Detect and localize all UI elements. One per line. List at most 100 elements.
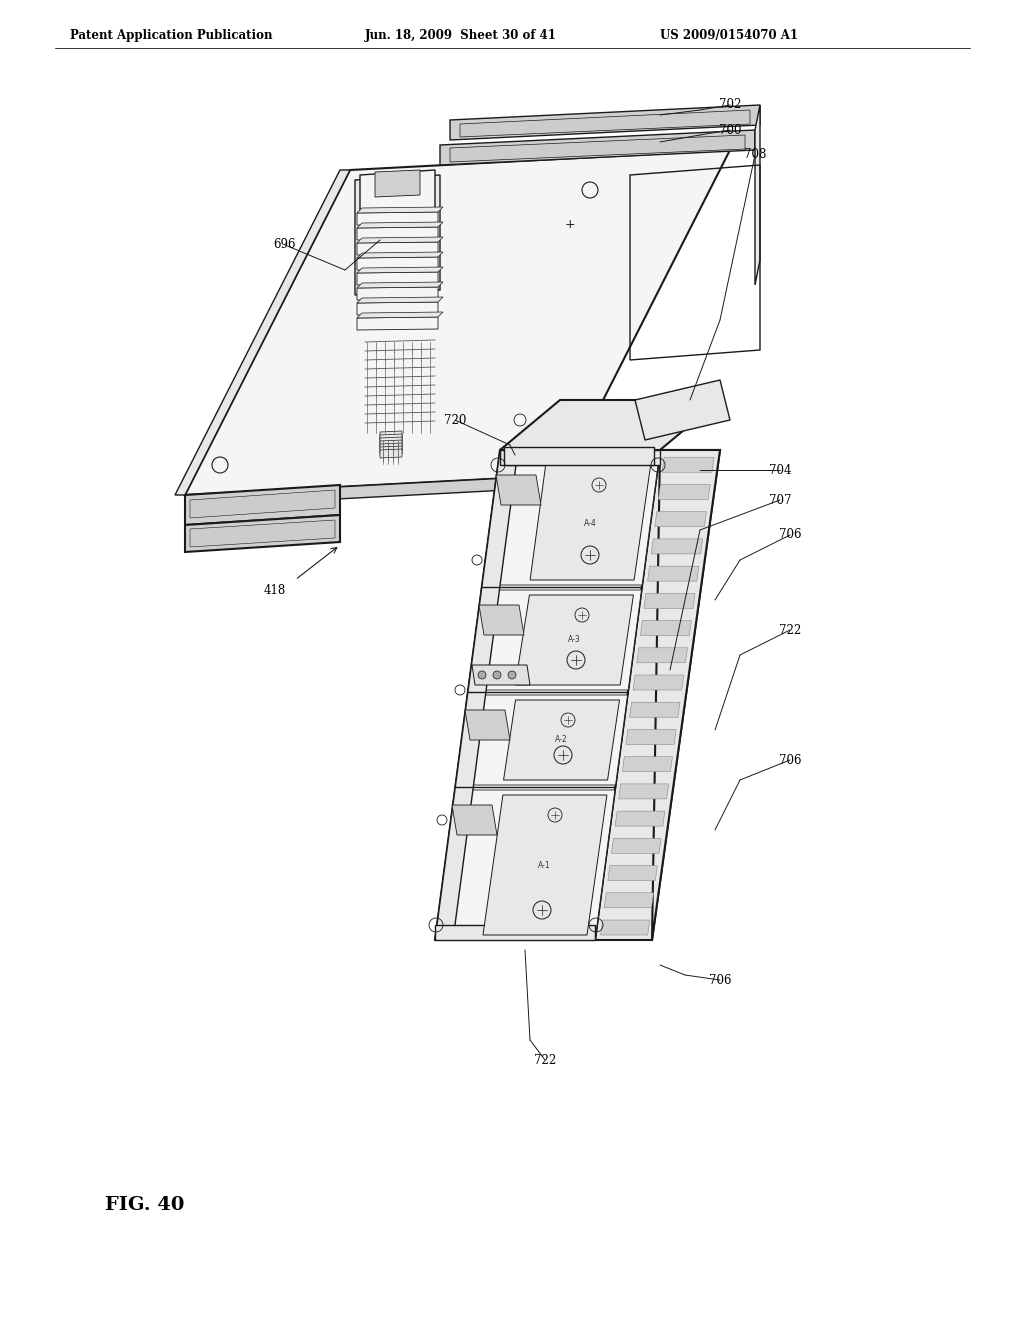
- Polygon shape: [615, 810, 665, 826]
- Polygon shape: [190, 490, 335, 517]
- Text: FIG. 40: FIG. 40: [105, 1196, 184, 1214]
- Polygon shape: [357, 312, 443, 318]
- Polygon shape: [515, 595, 634, 685]
- Text: 706: 706: [778, 528, 801, 541]
- Polygon shape: [468, 590, 641, 690]
- Polygon shape: [663, 457, 714, 473]
- Polygon shape: [185, 475, 565, 507]
- Polygon shape: [380, 432, 402, 440]
- Polygon shape: [357, 238, 443, 243]
- Polygon shape: [355, 176, 440, 294]
- Polygon shape: [460, 110, 750, 137]
- Polygon shape: [357, 213, 438, 224]
- Polygon shape: [640, 620, 691, 635]
- Polygon shape: [658, 484, 711, 499]
- Polygon shape: [440, 129, 755, 165]
- Polygon shape: [357, 302, 438, 315]
- Polygon shape: [496, 475, 541, 506]
- Polygon shape: [472, 665, 530, 685]
- Polygon shape: [626, 730, 676, 744]
- Polygon shape: [604, 892, 653, 908]
- Polygon shape: [651, 539, 702, 554]
- Polygon shape: [360, 170, 435, 215]
- Polygon shape: [375, 170, 420, 197]
- Text: Jun. 18, 2009  Sheet 30 of 41: Jun. 18, 2009 Sheet 30 of 41: [365, 29, 557, 41]
- Text: A-2: A-2: [555, 735, 567, 744]
- Text: US 2009/0154070 A1: US 2009/0154070 A1: [660, 29, 798, 41]
- Polygon shape: [456, 696, 628, 785]
- Polygon shape: [450, 135, 745, 162]
- Polygon shape: [380, 449, 402, 458]
- Polygon shape: [652, 450, 720, 940]
- Polygon shape: [505, 447, 654, 465]
- Polygon shape: [357, 267, 443, 273]
- Polygon shape: [357, 207, 443, 213]
- Polygon shape: [450, 106, 760, 140]
- Polygon shape: [380, 434, 402, 444]
- Text: 696: 696: [273, 239, 296, 252]
- Polygon shape: [380, 437, 402, 446]
- Polygon shape: [357, 286, 438, 300]
- Polygon shape: [530, 465, 650, 579]
- Text: 722: 722: [534, 1053, 556, 1067]
- Text: 708: 708: [743, 149, 766, 161]
- Text: 720: 720: [443, 413, 466, 426]
- Polygon shape: [380, 444, 402, 451]
- Polygon shape: [357, 272, 438, 285]
- Polygon shape: [504, 700, 620, 780]
- Polygon shape: [380, 446, 402, 455]
- Polygon shape: [357, 222, 443, 228]
- Polygon shape: [357, 257, 438, 271]
- Polygon shape: [633, 675, 684, 690]
- Polygon shape: [185, 484, 340, 525]
- Polygon shape: [380, 440, 402, 449]
- Polygon shape: [185, 150, 730, 495]
- Polygon shape: [595, 450, 720, 940]
- Text: 706: 706: [778, 754, 801, 767]
- Polygon shape: [618, 784, 669, 799]
- Polygon shape: [611, 838, 662, 853]
- Text: 722: 722: [779, 623, 801, 636]
- Polygon shape: [755, 106, 760, 285]
- Polygon shape: [435, 789, 614, 940]
- Polygon shape: [357, 252, 443, 257]
- Polygon shape: [357, 227, 438, 240]
- Text: 707: 707: [769, 494, 792, 507]
- Text: 706: 706: [709, 974, 731, 986]
- Text: A-4: A-4: [584, 519, 596, 528]
- Polygon shape: [608, 866, 657, 880]
- Circle shape: [493, 671, 501, 678]
- Polygon shape: [637, 648, 687, 663]
- Polygon shape: [357, 282, 443, 288]
- Polygon shape: [623, 756, 673, 772]
- Polygon shape: [175, 170, 350, 495]
- Polygon shape: [500, 450, 660, 465]
- Polygon shape: [435, 925, 595, 940]
- Polygon shape: [601, 920, 650, 935]
- Polygon shape: [452, 805, 497, 836]
- Polygon shape: [357, 242, 438, 255]
- Polygon shape: [465, 710, 510, 741]
- Polygon shape: [500, 400, 720, 450]
- Polygon shape: [647, 566, 699, 581]
- Text: 418: 418: [264, 583, 286, 597]
- Polygon shape: [482, 459, 658, 585]
- Text: A-1: A-1: [538, 861, 550, 870]
- Circle shape: [478, 671, 486, 678]
- Polygon shape: [357, 297, 443, 304]
- Text: +: +: [564, 219, 575, 231]
- Text: 704: 704: [769, 463, 792, 477]
- Polygon shape: [435, 450, 518, 940]
- Text: 700: 700: [719, 124, 741, 136]
- Polygon shape: [483, 795, 607, 935]
- Text: 702: 702: [719, 99, 741, 111]
- Polygon shape: [479, 605, 524, 635]
- Polygon shape: [435, 450, 660, 940]
- Polygon shape: [635, 380, 730, 440]
- Text: A-3: A-3: [567, 635, 581, 644]
- Polygon shape: [190, 520, 335, 546]
- Polygon shape: [185, 515, 340, 552]
- Polygon shape: [357, 317, 438, 330]
- Polygon shape: [630, 702, 680, 717]
- Polygon shape: [644, 594, 695, 609]
